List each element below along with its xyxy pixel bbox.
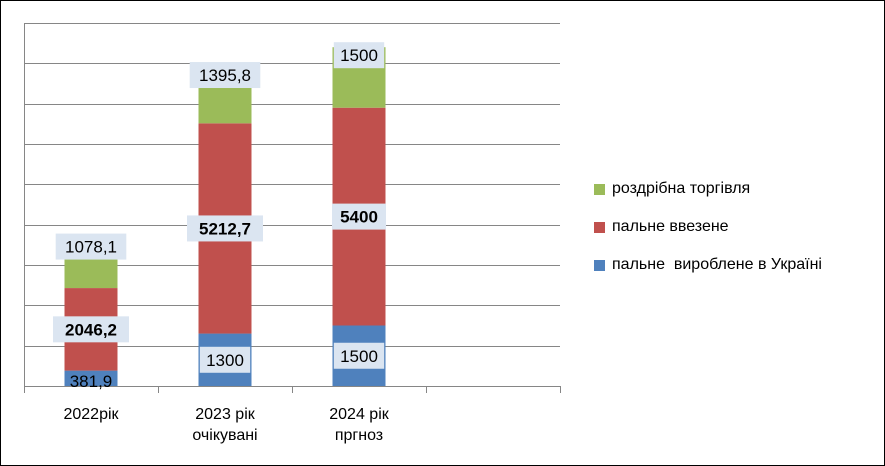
data-label-box <box>55 233 127 260</box>
data-label: 5400 <box>340 208 378 227</box>
data-label-box <box>187 215 263 242</box>
data-label: 1078,1 <box>65 238 117 257</box>
bar-segment <box>64 370 118 386</box>
data-label: 1395,8 <box>199 66 251 85</box>
data-label-box <box>332 203 386 230</box>
x-tick-label: 2022рік <box>63 406 119 423</box>
legend-swatch-retail <box>594 183 605 195</box>
data-label: 1500 <box>340 347 378 366</box>
data-label-box <box>53 316 129 343</box>
data-label-box <box>333 42 385 69</box>
x-tick-label: пргноз <box>335 427 383 444</box>
legend-swatch-produced <box>594 259 605 271</box>
x-tick-label: 2023 рік <box>195 406 255 423</box>
x-tick-label: 2024 рік <box>329 406 389 423</box>
legend-item-imported: пальне ввезене <box>594 218 822 236</box>
legend-item-produced: пальне вироблене в Україні <box>594 256 822 274</box>
x-tick-label: очікувані <box>192 427 257 444</box>
data-label-box <box>333 342 385 369</box>
data-label: 1300 <box>206 351 244 370</box>
legend-label-retail: роздрібна торгівля <box>612 180 751 197</box>
data-label: 2046,2 <box>65 320 117 339</box>
data-label: 5212,7 <box>199 219 251 238</box>
legend-label-produced: пальне вироблене в Україні <box>612 256 822 273</box>
legend-label-imported: пальне ввезене <box>612 218 729 235</box>
data-label: 1500 <box>340 46 378 65</box>
data-label-box <box>199 346 251 373</box>
legend-item-retail: роздрібна торгівля <box>594 180 822 198</box>
data-label-box <box>189 62 261 89</box>
legend-swatch-imported <box>594 221 605 233</box>
legend: роздрібна торгівля пальне ввезене пальне… <box>594 180 822 294</box>
data-label: 381,9 <box>70 372 113 391</box>
